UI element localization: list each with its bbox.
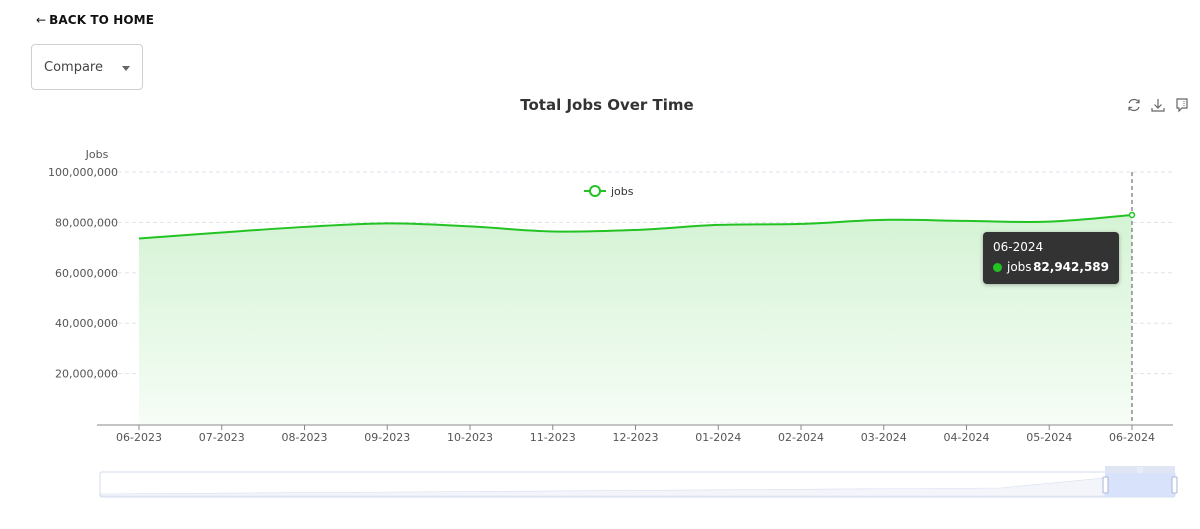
tooltip-series-name: jobs <box>1007 260 1032 274</box>
y-tick-label: 60,000,000 <box>55 267 118 280</box>
back-arrow-icon: ← <box>36 13 47 27</box>
x-tick-label: 06-2024 <box>1109 431 1155 444</box>
download-icon[interactable] <box>1150 97 1166 113</box>
y-tick-label: 80,000,000 <box>55 216 118 229</box>
chart-tooltip: 06-2024 jobs 82,942,589 <box>983 232 1119 284</box>
chevron-down-icon <box>122 66 130 71</box>
compare-label: Compare <box>44 59 103 75</box>
data-view-icon[interactable] <box>1174 97 1190 113</box>
x-tick-label: 02-2024 <box>778 431 824 444</box>
tooltip-value: 82,942,589 <box>1033 260 1109 274</box>
slider-right-handle[interactable] <box>1171 476 1178 494</box>
back-to-home-link[interactable]: ← BACK TO HOME <box>36 13 154 27</box>
x-tick-label: 03-2024 <box>861 431 907 444</box>
chart-toolbox <box>1126 97 1190 113</box>
slider-move-handle[interactable] <box>1105 466 1175 473</box>
x-tick-label: 08-2023 <box>282 431 328 444</box>
x-tick-label: 09-2023 <box>364 431 410 444</box>
data-zoom-slider[interactable]: ||| <box>99 466 1178 498</box>
x-tick-label: 07-2023 <box>199 431 245 444</box>
y-tick-label: 40,000,000 <box>55 317 118 330</box>
x-tick-label: 06-2023 <box>116 431 162 444</box>
x-axis: 06-2023 07-2023 08-2023 09-2023 10-2023 11-20… <box>116 425 1155 444</box>
x-tick-label: 05-2024 <box>1026 431 1072 444</box>
x-tick-label: 11-2023 <box>530 431 576 444</box>
hover-point[interactable] <box>1128 211 1136 219</box>
y-axis-title: Jobs <box>85 148 109 161</box>
x-tick-label: 01-2024 <box>695 431 741 444</box>
back-label: BACK TO HOME <box>49 13 155 27</box>
legend-item-jobs[interactable]: jobs <box>584 185 634 198</box>
slider-left-handle[interactable] <box>1102 476 1109 494</box>
legend-label: jobs <box>610 185 634 198</box>
legend-marker-icon <box>589 185 601 197</box>
series-line-jobs <box>138 213 1133 240</box>
x-tick-label: 12-2023 <box>613 431 659 444</box>
svg-text:|||: ||| <box>1137 467 1143 474</box>
y-tick-label: 100,000,000 <box>48 166 118 179</box>
y-axis: 20,000,000 40,000,000 60,000,000 80,000,000… <box>48 166 118 381</box>
x-tick-label: 04-2024 <box>944 431 990 444</box>
chart-title: Total Jobs Over Time <box>520 96 694 114</box>
tooltip-date: 06-2024 <box>993 240 1044 254</box>
compare-dropdown[interactable]: Compare <box>31 44 143 90</box>
y-tick-label: 20,000,000 <box>55 368 118 381</box>
x-tick-label: 10-2023 <box>447 431 493 444</box>
series-area <box>139 214 1132 424</box>
series-dot-icon <box>993 262 1002 272</box>
slider-selected-range[interactable] <box>1105 472 1175 497</box>
refresh-icon[interactable] <box>1126 97 1142 113</box>
